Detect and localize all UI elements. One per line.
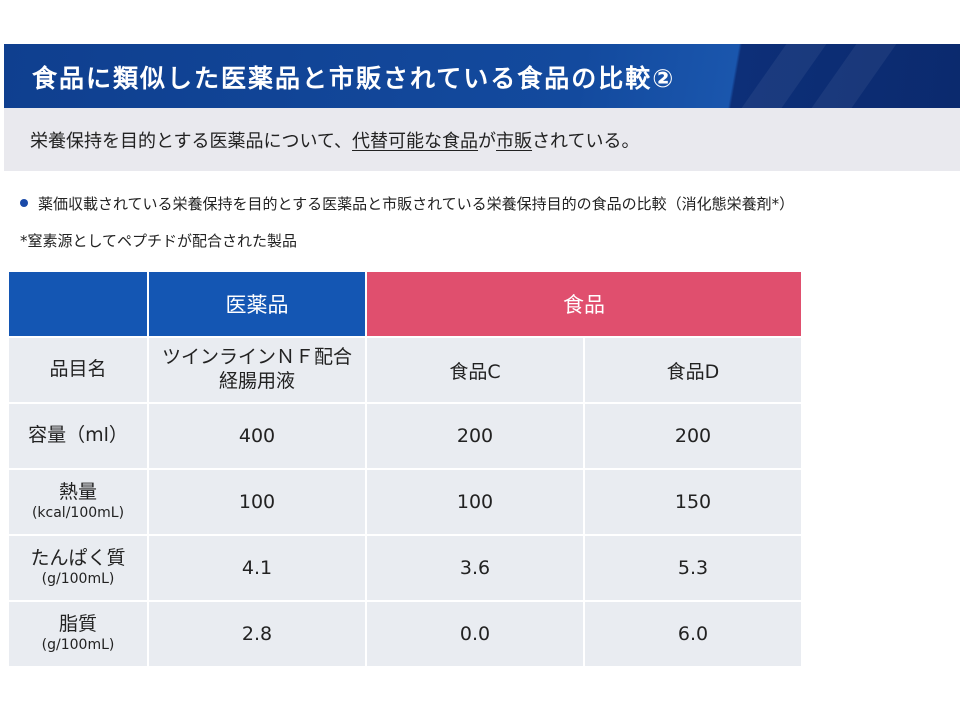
row-label-unit: (g/100mL) [41,637,115,654]
bullet-point: 薬価収載されている栄養保持を目的とする医薬品と市販されている栄養保持目的の食品の… [20,193,794,214]
table-row: たんぱく質 (g/100mL) 4.1 3.6 5.3 [7,534,803,602]
table-cell: 100 [365,468,585,536]
table-row: 容量（ml） 400 200 200 [7,402,803,470]
subtitle-prefix: 栄養保持を目的とする医薬品について、 [30,131,353,152]
row-label: 脂質 (g/100mL) [7,600,149,668]
header-drug: 医薬品 [147,270,367,338]
table-header-row: 医薬品 食品 [7,270,803,338]
comparison-table: 医薬品 食品 品目名 ツインラインＮＦ配合 経腸用液 食品C 食品D 容量（ml）… [7,270,803,668]
table-cell: 0.0 [365,600,585,668]
subtitle: 栄養保持を目的とする医薬品について、代替可能な食品が市販されている。 [30,127,640,153]
table-cell: 100 [147,468,367,536]
row-label: 品目名 [7,336,149,404]
row-label: 容量（ml） [7,402,149,470]
title-decoration [811,44,897,108]
table-cell: 食品C [365,336,585,404]
row-label-text: 熱量 [58,481,97,504]
bullet-text: 薬価収載されている栄養保持を目的とする医薬品と市販されている栄養保持目的の食品の… [38,195,795,213]
table-cell: 150 [583,468,803,536]
table-cell: 6.0 [583,600,803,668]
table-cell: 5.3 [583,534,803,602]
row-label-text: 脂質 [58,613,97,636]
table-cell: 食品D [583,336,803,404]
row-label: 熱量 (kcal/100mL) [7,468,149,536]
row-label-text: 品目名 [49,358,107,381]
bullet-dot-icon [20,198,28,207]
subtitle-suffix: されている。 [532,131,640,152]
subtitle-underlined-2: 市販 [496,131,533,152]
page-title: 食品に類似した医薬品と市販されている食品の比較② [32,64,676,93]
table-row: 品目名 ツインラインＮＦ配合 経腸用液 食品C 食品D [7,336,803,404]
table-row: 脂質 (g/100mL) 2.8 0.0 6.0 [7,600,803,668]
table-cell: 2.8 [147,600,367,668]
header-food: 食品 [365,270,803,338]
table-cell: 3.6 [365,534,585,602]
product-name-line1: ツインラインＮＦ配合 [161,346,352,369]
title-bar: 食品に類似した医薬品と市販されている食品の比較② [4,44,960,108]
table-cell: 4.1 [147,534,367,602]
table-cell: 200 [583,402,803,470]
subtitle-bar: 栄養保持を目的とする医薬品について、代替可能な食品が市販されている。 [4,108,960,171]
table-cell: ツインラインＮＦ配合 経腸用液 [147,336,367,404]
subtitle-underlined-1: 代替可能な食品 [352,131,479,152]
table-cell: 400 [147,402,367,470]
product-name-line2: 経腸用液 [218,370,295,392]
footnote: *窒素源としてペプチドが配合された製品 [20,232,298,250]
row-label-text: 容量（ml） [28,424,128,447]
row-label: たんぱく質 (g/100mL) [7,534,149,602]
row-label-unit: (g/100mL) [41,571,115,588]
table-row: 熱量 (kcal/100mL) 100 100 150 [7,468,803,536]
row-label-text: たんぱく質 [30,547,126,570]
header-blank-cell [7,270,149,338]
subtitle-mid: が [478,131,497,152]
title-decoration [741,44,827,108]
row-label-unit: (kcal/100mL) [31,505,125,522]
table-cell: 200 [365,402,585,470]
